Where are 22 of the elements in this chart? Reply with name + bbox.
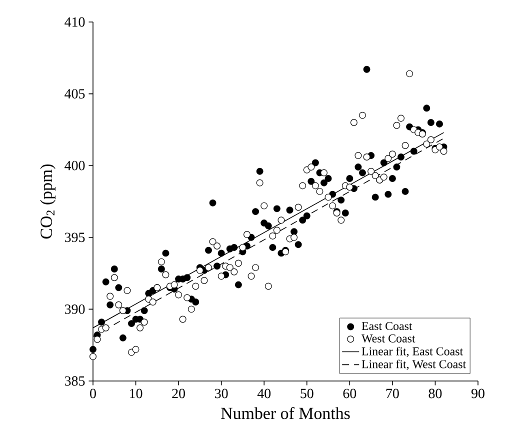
x-tick-label: 80 [428, 388, 442, 398]
x-tick-label: 50 [300, 388, 314, 398]
x-tick-label: 60 [343, 388, 356, 398]
y-tick-label: 410 [64, 17, 85, 27]
y-tick-label: 400 [64, 160, 85, 170]
x-axis-title: Number of Months [221, 407, 350, 420]
x-tick-label: 30 [215, 388, 228, 398]
x-tick-label: 40 [257, 388, 271, 398]
x-tick-label: 70 [386, 388, 399, 398]
y-tick-label: 385 [64, 376, 85, 386]
x-tick-label: 0 [90, 388, 96, 398]
x-tick-label: 20 [172, 388, 185, 398]
legend-label: Linear fit, East Coast [362, 346, 464, 358]
y-tick-label: 395 [64, 232, 85, 242]
y-tick-label: 405 [64, 89, 85, 99]
legend-label: East Coast [362, 322, 412, 330]
legend-label: Linear fit, West Coast [362, 360, 466, 370]
x-tick-label: 90 [471, 388, 484, 398]
y-axis-title: CO$_{2}$ (ppm) [40, 164, 56, 239]
y-tick-label: 390 [64, 304, 85, 314]
legend-label: West Coast [362, 334, 416, 343]
x-tick-label: 10 [130, 388, 142, 398]
